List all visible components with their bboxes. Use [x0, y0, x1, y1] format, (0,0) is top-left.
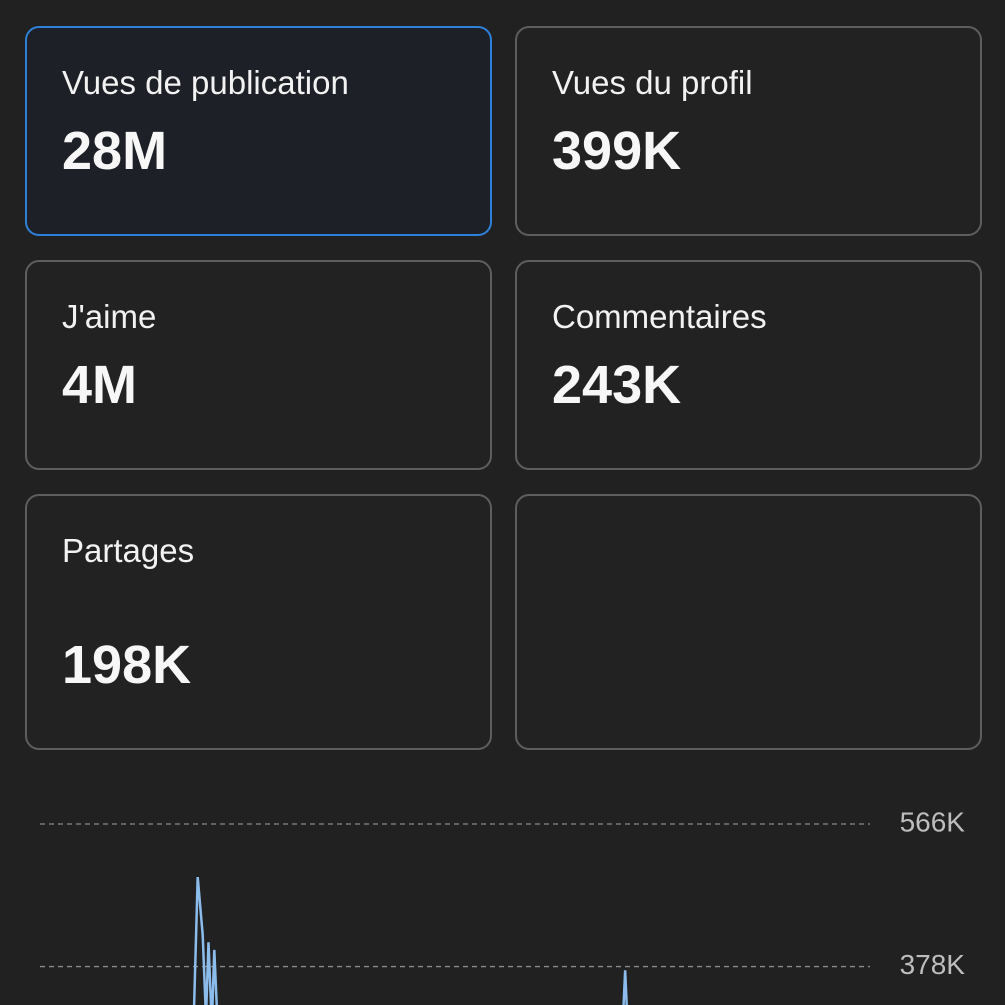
card-value: 28M: [62, 121, 168, 181]
card[interactable]: Vues de publication 28M: [25, 26, 492, 236]
card-label: J'aime: [62, 298, 157, 335]
y-tick-label: 378K: [900, 949, 966, 980]
card[interactable]: Partages 198K: [25, 494, 492, 750]
empty-card: [515, 494, 982, 750]
y-tick-label: 566K: [900, 806, 966, 837]
card[interactable]: Commentaires 243K: [515, 260, 982, 470]
card-label: Partages: [62, 532, 195, 569]
card-value: 198K: [62, 635, 192, 695]
card-value: 399K: [552, 121, 682, 181]
card[interactable]: J'aime 4M: [25, 260, 492, 470]
card-label: Vues du profil: [552, 64, 753, 101]
card-value: 4M: [62, 355, 138, 415]
card-label: Commentaires: [552, 298, 767, 335]
card-value: 243K: [552, 355, 682, 415]
card[interactable]: Vues du profil 399K: [515, 26, 982, 236]
line: [192, 876, 628, 1005]
card-label: Vues de publication: [62, 64, 349, 101]
